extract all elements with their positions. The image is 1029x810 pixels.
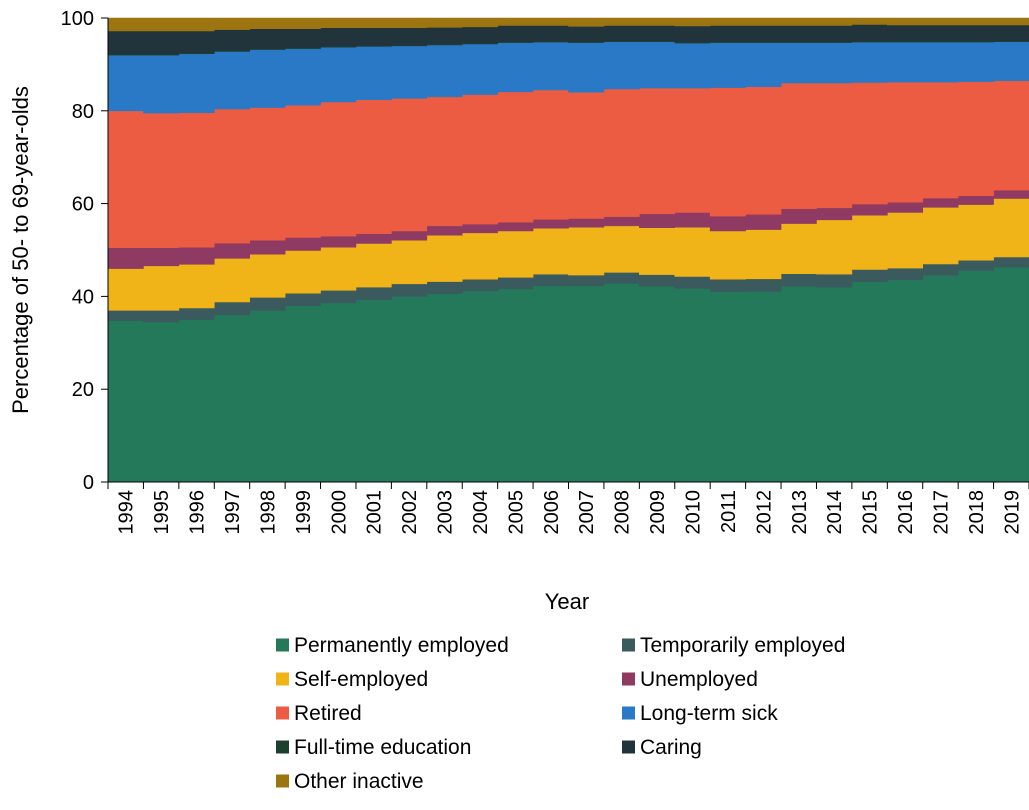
legend-item-retired: Retired xyxy=(276,702,362,725)
x-tick-label: 2019 xyxy=(1001,490,1023,535)
legend-item-full-time-education: Full-time education xyxy=(276,736,471,759)
legend-item-permanently-employed: Permanently employed xyxy=(276,634,509,657)
legend-item-self-employed: Self-employed xyxy=(276,668,428,691)
x-tick-label: 2008 xyxy=(612,490,634,535)
x-tick-label: 2004 xyxy=(470,490,492,535)
y-tick-label: 40 xyxy=(72,286,94,308)
legend-item-unemployed: Unemployed xyxy=(622,668,758,691)
x-tick-label: 1995 xyxy=(151,490,173,535)
legend-label: Temporarily employed xyxy=(640,634,845,657)
legend-item-long-term-sick: Long-term sick xyxy=(622,702,778,725)
x-tick-label: 2006 xyxy=(541,490,563,535)
x-tick-label: 2001 xyxy=(364,490,386,535)
legend-label: Full-time education xyxy=(294,736,471,759)
x-axis-title: Year xyxy=(545,589,589,614)
x-tick-label: 1997 xyxy=(222,490,244,535)
legend-label: Retired xyxy=(294,702,362,725)
x-tick-label: 2010 xyxy=(682,490,704,535)
x-tick-label: 2011 xyxy=(718,490,740,533)
legend-swatch xyxy=(276,740,289,754)
legend-swatch xyxy=(622,672,635,686)
x-tick-label: 2007 xyxy=(576,490,598,535)
x-tick-label: 2000 xyxy=(328,490,350,535)
legend-label: Unemployed xyxy=(640,668,758,691)
chart-legend: Permanently employed Temporarily employed… xyxy=(276,634,845,793)
legend-item-caring: Caring xyxy=(622,736,702,759)
legend-item-temporarily-employed: Temporarily employed xyxy=(622,634,845,657)
y-axis-ticks: 0 20 40 60 80 100 xyxy=(61,8,108,494)
x-tick-label: 2005 xyxy=(505,490,527,535)
y-tick-label: 20 xyxy=(72,379,94,401)
legend-swatch xyxy=(276,706,289,720)
legend-label: Self-employed xyxy=(294,668,428,691)
x-tick-label: 1998 xyxy=(257,490,279,535)
x-tick-label: 2017 xyxy=(930,490,952,535)
x-tick-label: 1999 xyxy=(293,490,315,535)
legend-swatch xyxy=(622,740,635,754)
x-tick-label: 2013 xyxy=(789,490,811,535)
x-tick-label: 2009 xyxy=(647,490,669,535)
legend-swatch xyxy=(622,638,635,652)
x-axis-ticks: 1994 1995 1996 1997 1998 1999 2000 2001 2002 2003… xyxy=(107,482,1029,535)
x-tick-label: 2016 xyxy=(895,490,917,535)
legend-swatch xyxy=(276,774,289,788)
legend-label: Other inactive xyxy=(294,770,424,793)
y-tick-label: 100 xyxy=(61,8,94,30)
legend-label: Long-term sick xyxy=(640,702,778,725)
x-tick-label: 2015 xyxy=(860,490,882,535)
x-tick-label: 1994 xyxy=(116,490,138,535)
x-tick-label: 2002 xyxy=(399,490,421,535)
legend-item-other-inactive: Other inactive xyxy=(276,770,424,793)
chart-areas xyxy=(107,17,1029,483)
x-tick-label: 2018 xyxy=(966,490,988,535)
area-other-inactive xyxy=(107,17,1029,32)
legend-swatch xyxy=(276,638,289,652)
x-tick-label: 2012 xyxy=(753,490,775,535)
x-tick-label: 2014 xyxy=(824,490,846,535)
y-tick-label: 80 xyxy=(72,101,94,123)
y-tick-label: 60 xyxy=(72,194,94,216)
y-axis-title: Percentage of 50- to 69-year-olds xyxy=(8,86,33,414)
legend-label: Permanently employed xyxy=(294,634,509,657)
x-tick-label: 2003 xyxy=(435,490,457,535)
x-tick-label: 1996 xyxy=(187,490,209,535)
legend-swatch xyxy=(622,706,635,720)
legend-swatch xyxy=(276,672,289,686)
y-tick-label: 0 xyxy=(83,472,94,494)
legend-label: Caring xyxy=(640,736,702,759)
